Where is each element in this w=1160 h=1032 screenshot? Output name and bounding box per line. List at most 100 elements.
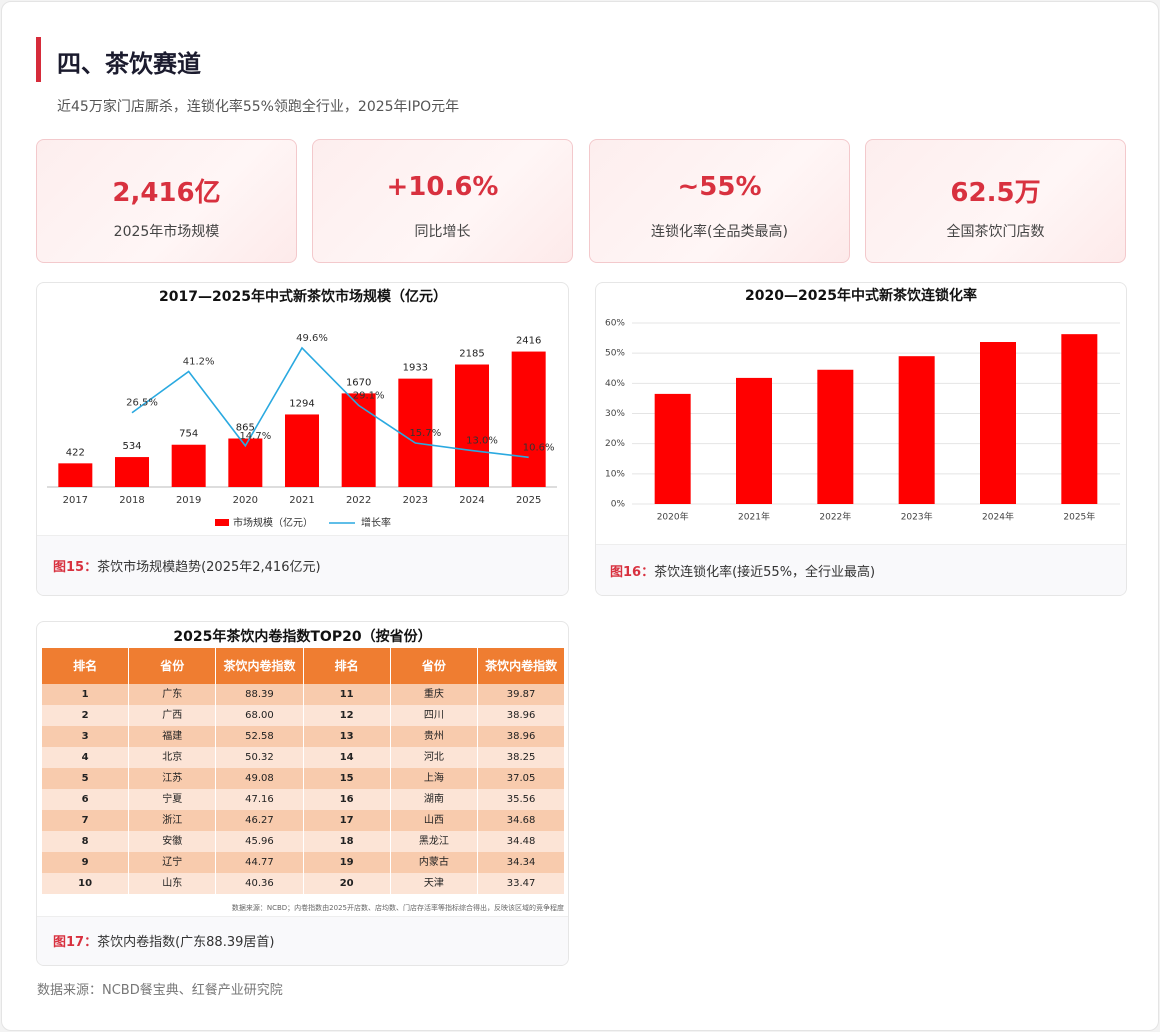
section-subtitle: 近45万家门店厮杀，连锁化率55%领跑全行业，2025年IPO元年 [57,99,460,115]
caption-label: 图15： [53,560,98,575]
caption-label: 图16： [610,565,655,580]
y-tick-label: 40% [605,379,625,389]
table-cell: 山东 [129,873,217,894]
table-cell: 88.39 [216,684,304,705]
table-cell: 38.96 [478,705,566,726]
y-tick-label: 30% [605,409,625,419]
legend-swatch [215,519,229,526]
table-header-cell: 省份 [390,648,478,684]
table-header-cell: 茶饮内卷指数 [478,648,566,684]
footer-source: 数据来源：NCBD餐宝典、红餐产业研究院 [37,983,283,998]
stat-label: 2025年市场规模 [113,224,220,240]
bar [736,377,772,504]
bar [1061,334,1098,504]
table-cell: 河北 [390,747,478,768]
stat-card: ~55% 连锁化率(全品类最高) [589,139,850,263]
table-cell: 17 [303,810,391,831]
data-label: 534 [122,441,141,452]
table-cell: 18 [303,831,391,852]
table-cell: 44.77 [216,852,304,873]
figure-caption: 图17：茶饮内卷指数(广东88.39居首) [37,916,568,965]
caption-text: 图16：茶饮连锁化率(接近55%，全行业最高) [610,561,875,580]
stat-value: 62.5万 [950,178,1041,208]
y-tick-label: 10% [605,469,625,479]
data-label: 29.1% [353,390,385,401]
data-label: 13.0% [466,436,498,447]
table-cell: 11 [303,684,391,705]
y-tick-label: 50% [605,349,625,359]
bar [115,457,149,487]
stat-label: 全国茶饮门店数 [946,224,1045,240]
legend-label: 市场规模（亿元） [233,516,313,529]
section-title: 四、茶饮赛道 [57,50,201,78]
data-label: 754 [179,429,198,440]
table-cell: 35.56 [478,789,566,810]
stat-value: +10.6% [386,172,499,202]
table-cell: 广东 [129,684,217,705]
bar [171,444,206,487]
caption-body: 茶饮市场规模趋势(2025年2,416亿元) [97,560,321,575]
stat-value: ~55% [677,172,762,202]
table-cell: 2 [42,705,130,726]
chart-title: 2017—2025年中式新茶饮市场规模（亿元） [159,288,447,305]
table-header-cell: 茶饮内卷指数 [216,648,304,684]
x-tick-label: 2022 [346,495,371,506]
data-label: 865 [236,423,255,434]
x-tick-label: 2023年 [901,511,933,523]
caption-text: 图17：茶饮内卷指数(广东88.39居首) [53,931,274,950]
x-tick-label: 2018 [119,495,144,506]
caption-text: 图15：茶饮市场规模趋势(2025年2,416亿元) [53,556,321,575]
table-cell: 内蒙古 [390,852,478,873]
data-label: 422 [66,447,85,458]
table-cell: 山西 [390,810,478,831]
table-cell: 黑龙江 [390,831,478,852]
table-cell: 辽宁 [129,852,217,873]
table-cell: 7 [42,810,130,831]
data-label: 14.7% [239,431,271,442]
x-tick-label: 2021 [289,495,314,506]
table-cell: 广西 [129,705,217,726]
table-cell: 12 [303,705,391,726]
table-cell: 10 [42,873,130,894]
y-tick-label: 60% [605,319,625,329]
bar [455,364,489,487]
table-cell: 20 [303,873,391,894]
bar [817,369,854,504]
table-cell: 1 [42,684,130,705]
table-cell: 贵州 [390,726,478,747]
bar [898,356,935,504]
table-cell: 13 [303,726,391,747]
title-accent [36,37,41,82]
caption-label: 图17： [53,935,98,950]
table-cell: 4 [42,747,130,768]
table-cell: 38.25 [478,747,566,768]
table-cell: 38.96 [478,726,566,747]
table-header-cell: 省份 [129,648,217,684]
table-cell: 50.32 [216,747,304,768]
data-label: 26.5% [126,398,158,409]
stat-value: 2,416亿 [112,178,221,208]
bar [58,463,93,487]
table-cell: 34.68 [478,810,566,831]
table-cell: 江苏 [129,768,217,789]
table-cell: 6 [42,789,130,810]
x-tick-label: 2019 [176,495,201,506]
table-cell: 52.58 [216,726,304,747]
bar [654,393,691,504]
stat-label: 连锁化率(全品类最高) [651,224,788,240]
legend-label: 增长率 [361,516,391,529]
x-tick-label: 2021年 [738,511,770,523]
table-title: 2025年茶饮内卷指数TOP20（按省份） [173,629,432,645]
bar [980,342,1016,504]
bar [285,414,319,487]
data-label: 1933 [403,363,428,374]
data-label: 10.6% [523,442,555,453]
table-cell: 39.87 [478,684,566,705]
x-tick-label: 2020 [233,495,258,506]
table-cell: 四川 [390,705,478,726]
table-header-cell: 排名 [303,648,391,684]
x-tick-label: 2024年 [982,511,1014,523]
growth-line [131,346,529,459]
y-tick-label: 20% [605,439,625,449]
